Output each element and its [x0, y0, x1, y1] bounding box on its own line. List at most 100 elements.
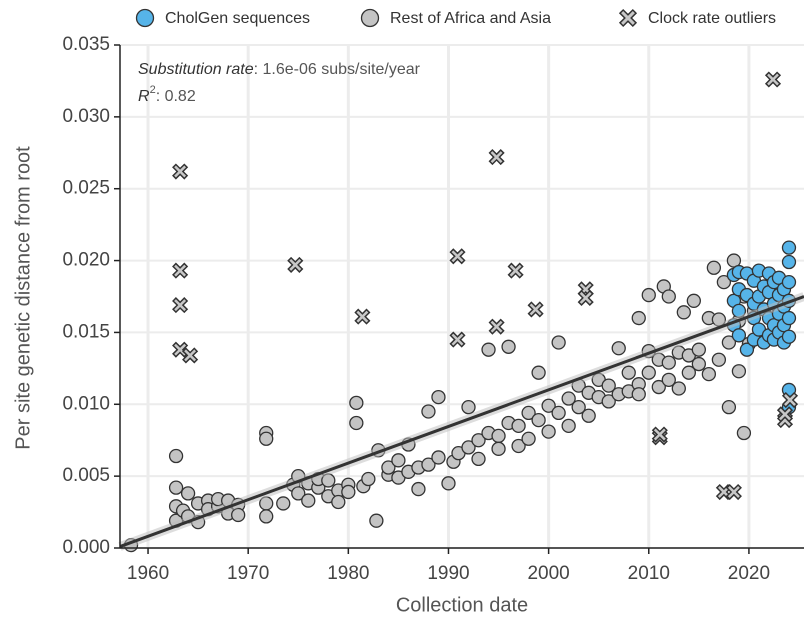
point [381, 460, 396, 475]
point [259, 431, 274, 446]
point [361, 471, 376, 487]
x-tick-label: 2020 [728, 563, 770, 584]
point [581, 408, 596, 423]
outlier-point [488, 149, 505, 166]
point [621, 365, 636, 380]
legend-label: CholGen sequences [165, 10, 310, 27]
point [781, 274, 797, 290]
outlier-point [287, 256, 304, 273]
x-tick-label: 1970 [227, 563, 269, 584]
outlier-point [449, 331, 466, 348]
point [691, 356, 706, 372]
point [739, 342, 755, 357]
legend-marker [135, 8, 155, 28]
point [461, 440, 476, 455]
point [531, 412, 546, 428]
x-tick-label: 1960 [127, 563, 169, 584]
point [331, 494, 346, 510]
point [341, 484, 356, 500]
y-tick-label: 0.015 [62, 321, 110, 342]
point [631, 310, 646, 326]
point [491, 428, 506, 444]
point [501, 339, 516, 354]
outlier-point [527, 301, 544, 318]
point [686, 293, 701, 308]
point [168, 448, 184, 464]
point [676, 305, 691, 320]
y-tick-label: 0.000 [62, 537, 110, 558]
y-tick-label: 0.020 [62, 250, 110, 271]
point [551, 335, 566, 350]
point [731, 328, 747, 343]
r2-label: R [138, 88, 150, 105]
outlier-point [172, 262, 189, 279]
point [731, 364, 747, 379]
y-tick-label: 0.030 [62, 106, 110, 127]
outlier-point [781, 391, 799, 409]
point [721, 400, 737, 415]
point [391, 453, 406, 468]
y-tick-label: 0.025 [62, 178, 110, 199]
point [411, 481, 426, 497]
point [571, 400, 586, 415]
point [701, 366, 717, 382]
point [706, 260, 722, 275]
x-tick-label: 1980 [327, 563, 369, 584]
plot-area [120, 45, 804, 548]
r2-sup: 2 [150, 84, 156, 96]
point [781, 310, 797, 326]
rate-label: Substitution rate [138, 61, 254, 78]
point [601, 394, 616, 409]
legend-label: Rest of Africa and Asia [390, 10, 551, 27]
point [781, 254, 797, 270]
legend-label: Clock rate outliers [648, 10, 776, 27]
outlier-point [725, 483, 742, 501]
point [180, 486, 196, 501]
outlier-point [488, 318, 505, 335]
point [671, 381, 686, 396]
point [431, 450, 446, 465]
marks [118, 71, 804, 553]
outlier-point [172, 297, 189, 314]
y-tick-label: 0.035 [62, 34, 110, 55]
r2-value: : 0.82 [156, 88, 196, 105]
point [661, 355, 676, 370]
point [259, 509, 274, 524]
point [781, 240, 797, 255]
outlier-point [776, 406, 794, 423]
point [661, 372, 676, 388]
point [471, 451, 486, 467]
outlier-point [577, 289, 594, 306]
outlier-point [172, 163, 189, 180]
annotation-r2: R2: 0.82 [138, 84, 196, 105]
point [716, 274, 732, 290]
point [431, 389, 446, 405]
point [291, 486, 306, 501]
outlier-point [764, 71, 782, 88]
legend-marker [618, 8, 638, 28]
point [511, 418, 526, 433]
point [511, 438, 526, 454]
point [349, 395, 364, 410]
point [641, 365, 656, 380]
x-tick-label: 2000 [527, 563, 569, 584]
annotation-rate: Substitution rate: 1.6e-06 subs/site/yea… [138, 61, 421, 78]
y-tick-label: 0.010 [62, 393, 110, 414]
outlier-point [449, 248, 466, 265]
point [276, 496, 291, 511]
x-tick-label: 1990 [427, 563, 469, 584]
point [441, 476, 456, 491]
x-axis-label: Collection date [396, 594, 528, 616]
point [781, 329, 797, 344]
point [691, 342, 706, 357]
point [541, 424, 556, 439]
x-tick-label: 2010 [628, 563, 670, 584]
point [661, 289, 676, 304]
point [369, 513, 384, 528]
trend-line [119, 295, 804, 548]
point [521, 405, 536, 421]
point [461, 400, 476, 415]
y-axis-label: Per site genetic distance from root [12, 146, 34, 450]
legend-marker [360, 8, 380, 28]
